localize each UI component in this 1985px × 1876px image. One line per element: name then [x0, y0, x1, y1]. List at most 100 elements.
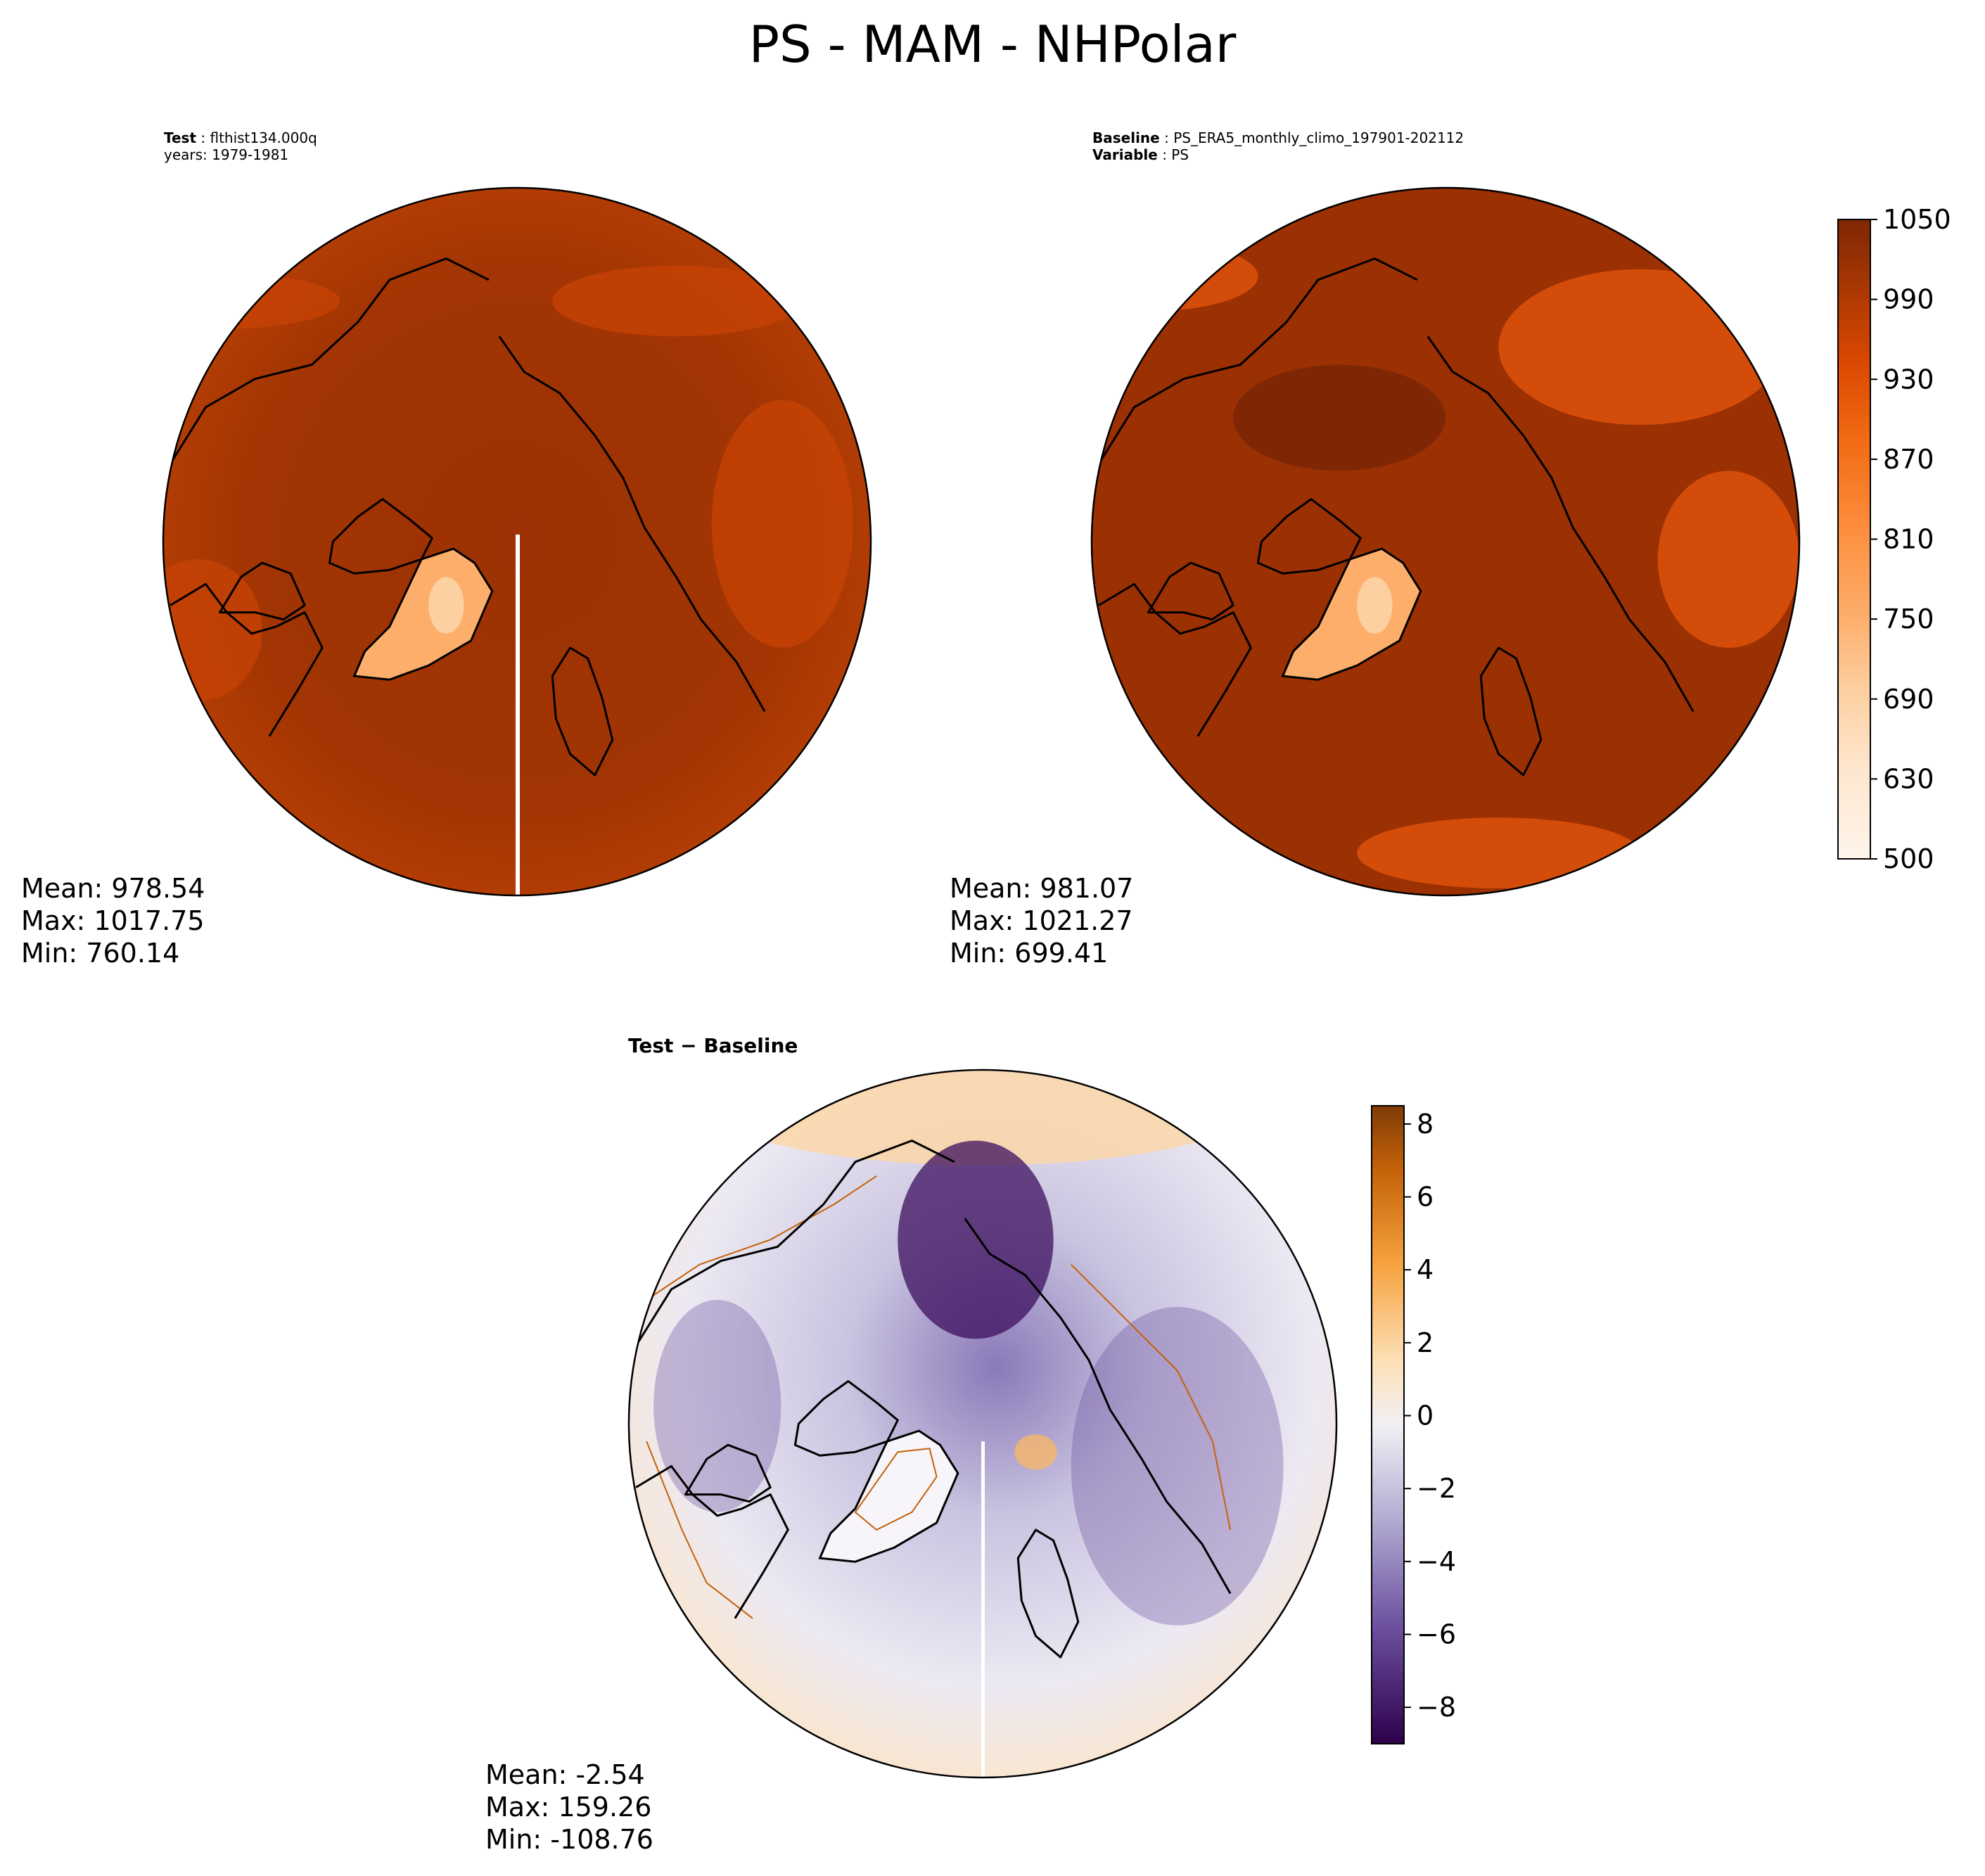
diff-min: Min: -108.76 [485, 1824, 653, 1855]
diff-contour-greenland [854, 1448, 938, 1531]
test-mean: Mean: 978.54 [21, 873, 205, 904]
diff-map-border [627, 1068, 1338, 1779]
figure-title: PS - MAM - NHPolar [748, 15, 1237, 74]
test-label-colon: : [196, 129, 210, 146]
diff-map [629, 1070, 1336, 1778]
baseline-terrain-3 [1357, 817, 1640, 888]
baseline-coast-hudson [1147, 561, 1234, 621]
test-terrain-0 [163, 272, 340, 330]
baseline-label-key: Baseline [1092, 129, 1160, 146]
baseline-variable-value: PS [1171, 146, 1189, 163]
baseline-map [1092, 188, 1799, 895]
baseline-colorbar-label-4: 810 [1883, 524, 1934, 555]
diff-colorbar-label-5: −2 [1417, 1473, 1456, 1504]
diff-colorbar-label-0: 8 [1417, 1109, 1434, 1140]
baseline-greenland [1281, 547, 1422, 681]
test-coast-alaska [169, 257, 490, 465]
diff-title-test: Test [628, 1034, 674, 1057]
test-min: Min: 760.14 [21, 938, 180, 969]
test-coast-scandinavia [551, 646, 614, 777]
test-max: Max: 1017.75 [21, 905, 205, 936]
baseline-label-colon: : [1159, 129, 1174, 146]
baseline-high-pressure [1233, 364, 1445, 471]
diff-max: Max: 159.26 [485, 1792, 652, 1823]
baseline-colorbar [1837, 219, 1871, 860]
diff-colorbar-label-7: −6 [1417, 1619, 1456, 1650]
diff-contour-siberia [1071, 1263, 1232, 1531]
test-greenland-peak [428, 577, 464, 634]
diff-colorbar [1371, 1105, 1405, 1744]
test-greenland [352, 547, 494, 681]
baseline-coast-alaska [1097, 257, 1418, 465]
baseline-colorbar-label-5: 870 [1883, 444, 1934, 475]
diff-colorbar-label-4: 0 [1417, 1400, 1434, 1431]
baseline-panel-title: Baseline : PS_ERA5_monthly_climo_197901-… [1092, 129, 1464, 163]
diff-colorbar-label-8: −8 [1417, 1692, 1456, 1723]
test-label-value: flthist134.000q [210, 129, 317, 146]
baseline-greenland-peak [1357, 577, 1393, 634]
baseline-colorbar-label-7: 990 [1883, 284, 1934, 315]
diff-stats: Mean: -2.54 Max: 159.26 Min: -108.76 [485, 1759, 653, 1856]
diff-positive-band [682, 1070, 1284, 1166]
diff-colorbar-label-1: 6 [1417, 1182, 1434, 1213]
baseline-mean: Mean: 981.07 [950, 873, 1134, 904]
diff-mean: Mean: -2.54 [485, 1759, 645, 1790]
baseline-colorbar-label-6: 930 [1883, 364, 1934, 395]
diff-colorbar-label-2: 4 [1417, 1254, 1434, 1285]
diff-coast-archipelago [793, 1380, 899, 1457]
baseline-variable-key: Variable [1092, 146, 1158, 163]
baseline-label-value: PS_ERA5_monthly_climo_197901-202112 [1173, 129, 1464, 146]
test-terrain-1 [552, 265, 800, 337]
baseline-variable-colon: : [1157, 146, 1172, 163]
baseline-min: Min: 699.41 [950, 938, 1109, 969]
test-terrain-2 [711, 400, 853, 648]
test-map [163, 188, 871, 895]
diff-coast-alaska [634, 1140, 955, 1347]
diff-siberia-low [1071, 1307, 1284, 1626]
diff-positive-spot [1014, 1434, 1057, 1470]
baseline-stats: Mean: 981.07 Max: 1021.27 Min: 699.41 [950, 872, 1133, 969]
diff-canada-low [653, 1299, 781, 1512]
diff-coast-hudson [684, 1443, 772, 1503]
baseline-coast-canada [1098, 582, 1252, 737]
test-years: years: 1979-1981 [164, 146, 289, 163]
baseline-colorbar-label-3: 750 [1883, 604, 1934, 634]
test-label-key: Test [164, 129, 197, 146]
diff-coast-canada [635, 1465, 789, 1619]
diff-title-sep: − [673, 1034, 704, 1057]
baseline-colorbar-label-8: 1050 [1883, 204, 1951, 235]
baseline-coast-archipelago [1256, 498, 1362, 575]
diff-colorbar-label-6: −4 [1417, 1546, 1456, 1577]
diff-background [629, 1070, 1336, 1778]
diff-contour-canada [646, 1441, 753, 1619]
baseline-colorbar-label-2: 690 [1883, 684, 1934, 715]
test-seam-line [516, 534, 520, 895]
diff-panel-title: Test − Baseline [628, 1034, 798, 1057]
test-terrain-3 [163, 559, 262, 701]
baseline-terrain-1 [1498, 269, 1782, 426]
test-coast-canada [170, 582, 324, 737]
baseline-max: Max: 1021.27 [950, 905, 1133, 936]
diff-coast-scandinavia [1016, 1529, 1080, 1659]
diff-seam-line [981, 1441, 985, 1778]
test-stats: Mean: 978.54 Max: 1017.75 Min: 760.14 [21, 872, 205, 969]
baseline-terrain-0 [1092, 241, 1258, 312]
diff-title-baseline: Baseline [703, 1034, 798, 1057]
diff-contour-alaska [646, 1175, 877, 1301]
diff-arctic-low [898, 1140, 1054, 1339]
test-coast-siberia [498, 336, 766, 713]
baseline-colorbar-label-1: 630 [1883, 763, 1934, 794]
test-panel-title: Test : flthist134.000q years: 1979-1981 [164, 129, 317, 163]
test-coast-archipelago [328, 498, 433, 575]
baseline-terrain-2 [1657, 471, 1799, 648]
diff-greenland [818, 1429, 959, 1563]
baseline-coast-scandinavia [1479, 646, 1543, 777]
baseline-colorbar-label-0: 500 [1883, 843, 1934, 874]
test-coast-hudson [219, 561, 306, 621]
baseline-map-border [1090, 186, 1801, 897]
diff-colorbar-label-3: 2 [1417, 1327, 1434, 1358]
diff-coast-siberia [964, 1218, 1232, 1595]
baseline-coast-siberia [1426, 336, 1694, 713]
test-map-border [162, 186, 872, 897]
